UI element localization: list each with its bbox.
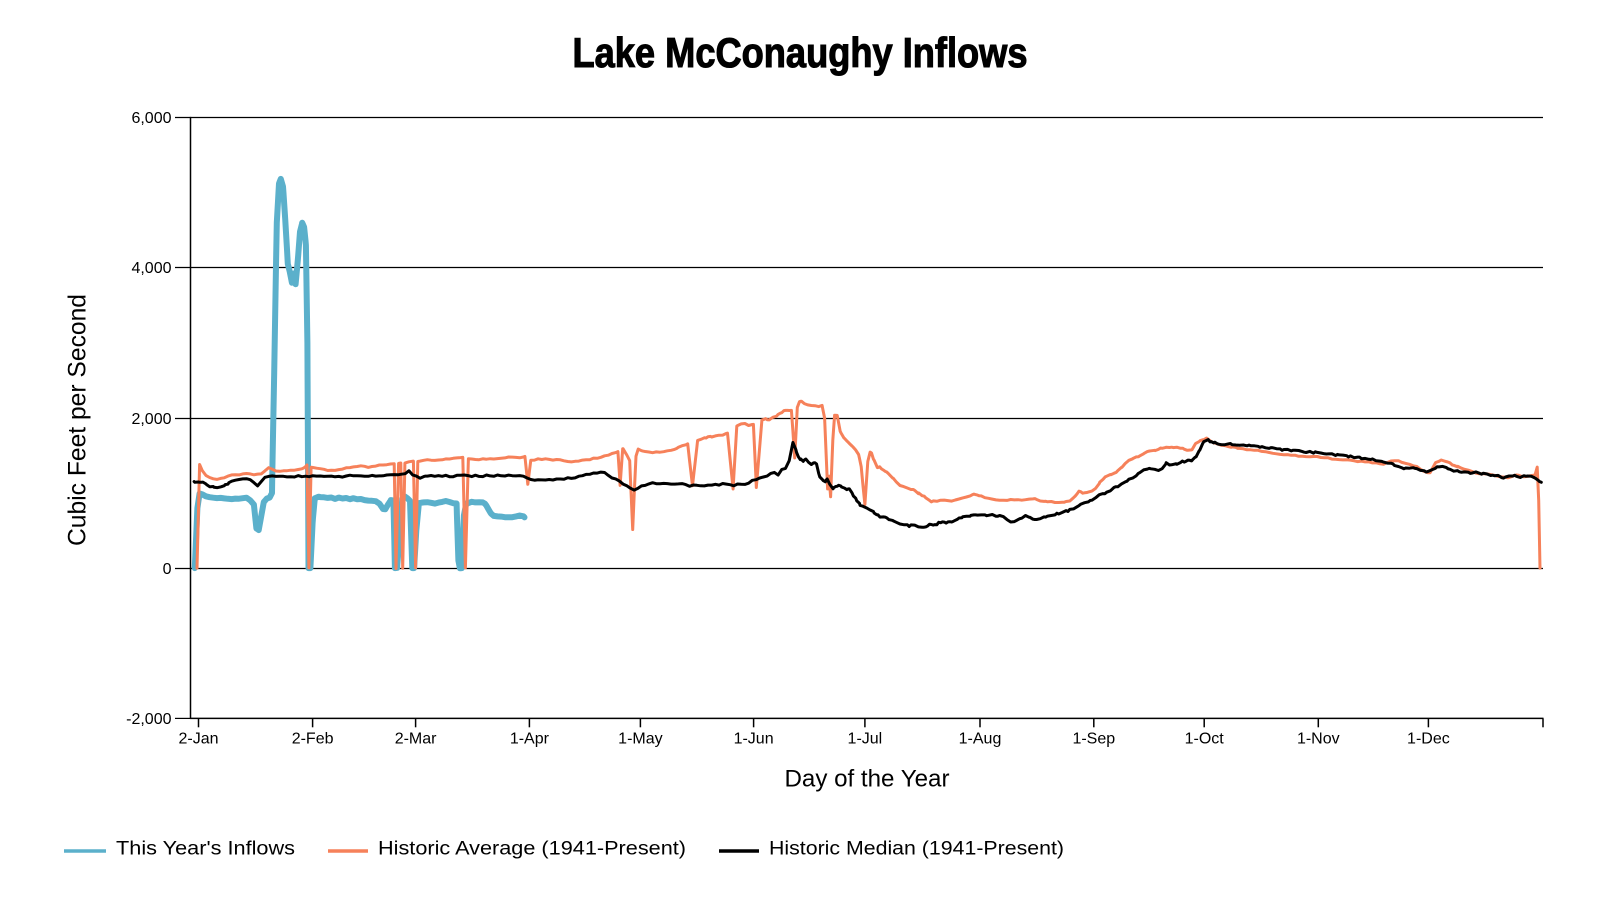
svg-text:4,000: 4,000 [131,260,171,277]
svg-text:1-Nov: 1-Nov [1297,731,1340,748]
svg-text:1-Oct: 1-Oct [1185,731,1225,748]
svg-text:1-Dec: 1-Dec [1407,731,1450,748]
svg-text:This Year's Inflows: This Year's Inflows [116,839,295,860]
svg-text:1-Aug: 1-Aug [959,731,1002,748]
svg-text:1-May: 1-May [618,731,662,748]
svg-text:1-Apr: 1-Apr [510,731,550,748]
svg-text:2,000: 2,000 [131,411,171,428]
svg-text:0: 0 [163,561,172,578]
svg-text:Historic Average (1941-Present: Historic Average (1941-Present) [378,839,686,860]
svg-text:Lake McConaughy Inflows: Lake McConaughy Inflows [573,29,1028,76]
svg-text:1-Sep: 1-Sep [1072,731,1115,748]
svg-text:2-Jan: 2-Jan [178,731,218,748]
svg-text:Cubic Feet per Second: Cubic Feet per Second [64,294,92,546]
svg-text:-2,000: -2,000 [126,711,171,728]
svg-text:2-Feb: 2-Feb [292,731,334,748]
svg-text:Day of the Year: Day of the Year [785,766,950,793]
svg-text:2-Mar: 2-Mar [395,731,437,748]
svg-text:1-Jun: 1-Jun [734,731,774,748]
svg-text:Historic Median (1941-Present): Historic Median (1941-Present) [769,839,1064,860]
svg-text:1-Jul: 1-Jul [848,731,883,748]
svg-text:6,000: 6,000 [131,110,171,127]
